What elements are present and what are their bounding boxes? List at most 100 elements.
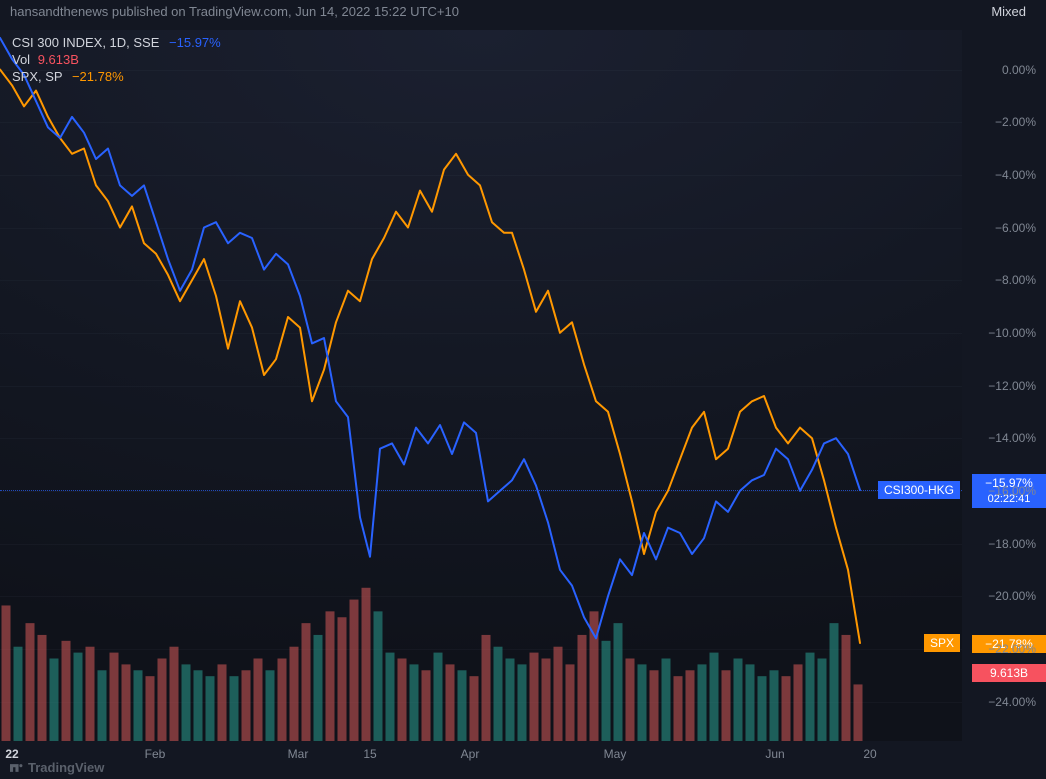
volume-bar	[626, 659, 635, 742]
scale-mode-label: Mixed	[991, 4, 1026, 19]
volume-bar	[686, 670, 695, 741]
volume-bar	[254, 659, 263, 742]
volume-bar	[722, 670, 731, 741]
volume-bar	[266, 670, 275, 741]
volume-bar	[134, 670, 143, 741]
volume-bar	[578, 635, 587, 741]
x-tick-label: Mar	[288, 747, 309, 761]
volume-bar	[14, 647, 23, 741]
series-badge-spx: SPX	[924, 634, 960, 652]
volume-bar	[662, 659, 671, 742]
volume-bar	[494, 647, 503, 741]
series-badge-csi: CSI300-HKG	[878, 481, 960, 499]
volume-bar	[770, 670, 779, 741]
volume-bar	[518, 664, 527, 741]
series-line-csi300	[0, 38, 860, 638]
volume-bar	[506, 659, 515, 742]
volume-bar	[338, 617, 347, 741]
volume-bar	[170, 647, 179, 741]
legend-symbol-text: CSI 300 INDEX, 1D, SSE	[12, 35, 159, 50]
volume-bar	[98, 670, 107, 741]
volume-bar	[746, 664, 755, 741]
series-badge-csi-label: CSI300-HKG	[884, 483, 954, 497]
volume-bar	[638, 664, 647, 741]
volume-bar	[410, 664, 419, 741]
x-tick-label: May	[604, 747, 627, 761]
header: hansandthenews published on TradingView.…	[0, 0, 1046, 23]
x-tick-label: Apr	[461, 747, 480, 761]
y-tick-label: −18.00%	[988, 537, 1036, 551]
legend-vol-value: 9.613B	[38, 52, 79, 67]
y-tick-label: −2.00%	[995, 115, 1036, 129]
y-tick-label: −8.00%	[995, 273, 1036, 287]
legend-spx-change: −21.78%	[72, 69, 124, 84]
volume-bar	[362, 588, 371, 741]
volume-bar	[698, 664, 707, 741]
volume-bar	[206, 676, 215, 741]
volume-bar	[218, 664, 227, 741]
volume-bar	[818, 659, 827, 742]
volume-bar	[398, 659, 407, 742]
x-tick-label: 15	[363, 747, 376, 761]
tradingview-watermark-text: TradingView	[28, 760, 104, 775]
volume-bar	[350, 600, 359, 741]
volume-bar	[482, 635, 491, 741]
legend-spx-symbol: SPX, SP	[12, 69, 62, 84]
volume-bar	[2, 605, 11, 741]
volume-bar	[614, 623, 623, 741]
chart-plot	[0, 30, 962, 741]
volume-bar	[242, 670, 251, 741]
x-tick-label: 22	[5, 747, 18, 761]
legend: CSI 300 INDEX, 1D, SSE −15.97% Vol 9.613…	[12, 34, 221, 85]
volume-bar	[182, 664, 191, 741]
volume-bar	[326, 611, 335, 741]
legend-symbol: CSI 300 INDEX, 1D, SSE −15.97%	[12, 34, 221, 51]
price-badge-vol-value: 9.613B	[976, 665, 1042, 681]
tradingview-logo-icon	[10, 761, 24, 775]
volume-bar	[278, 659, 287, 742]
legend-spx: SPX, SP −21.78%	[12, 68, 221, 85]
volume-bar	[758, 676, 767, 741]
volume-bar	[302, 623, 311, 741]
volume-bar	[374, 611, 383, 741]
x-axis[interactable]: 22FebMar15AprMayJun20	[0, 741, 962, 761]
y-axis[interactable]: −15.97% 02:22:41 −21.78% 9.613B 0.00%−2.…	[962, 30, 1046, 741]
volume-bar	[386, 653, 395, 741]
volume-bar	[542, 659, 551, 742]
volume-bar	[62, 641, 71, 741]
y-tick-label: −10.00%	[988, 326, 1036, 340]
volume-bar	[446, 664, 455, 741]
tradingview-watermark: TradingView	[10, 760, 104, 775]
volume-bar	[74, 653, 83, 741]
legend-vol-label: Vol	[12, 52, 30, 67]
volume-bar	[194, 670, 203, 741]
volume-bar	[458, 670, 467, 741]
volume-bar	[530, 653, 539, 741]
volume-bar	[434, 653, 443, 741]
chart-area[interactable]: CSI300-HKG SPX	[0, 30, 962, 741]
volume-bar	[38, 635, 47, 741]
volume-bar	[470, 676, 479, 741]
y-tick-label: −6.00%	[995, 221, 1036, 235]
volume-bar	[86, 647, 95, 741]
volume-bar	[422, 670, 431, 741]
volume-bar	[146, 676, 155, 741]
series-line-spx	[0, 70, 860, 644]
volume-bar	[122, 664, 131, 741]
volume-bar	[794, 664, 803, 741]
volume-bar	[782, 676, 791, 741]
x-tick-label: 20	[863, 747, 876, 761]
y-tick-label: −14.00%	[988, 431, 1036, 445]
volume-bar	[290, 647, 299, 741]
y-tick-label: −4.00%	[995, 168, 1036, 182]
y-tick-label: −12.00%	[988, 379, 1036, 393]
volume-bar	[602, 641, 611, 741]
volume-bar	[734, 659, 743, 742]
y-tick-label: 0.00%	[1002, 63, 1036, 77]
volume-bar	[50, 659, 59, 742]
volume-bar	[710, 653, 719, 741]
legend-symbol-change: −15.97%	[169, 35, 221, 50]
price-badge-vol: 9.613B	[972, 664, 1046, 682]
volume-bar	[650, 670, 659, 741]
volume-bar	[26, 623, 35, 741]
